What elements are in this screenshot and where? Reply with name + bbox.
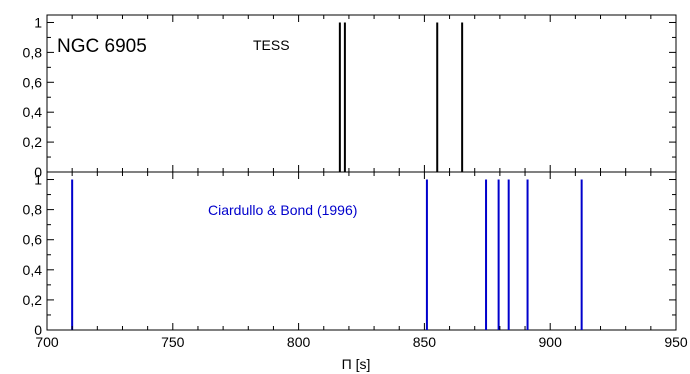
tess-bars: [338, 22, 464, 172]
ciardullo-panel-frame: [46, 171, 677, 331]
tess-y-tick-label: 1: [34, 14, 42, 30]
object-label: NGC 6905: [57, 36, 147, 57]
ciardullo-y-tick-label: 1: [34, 172, 42, 188]
x-tick-label: 900: [539, 334, 563, 350]
x-axis-label: Π [s]: [342, 356, 371, 372]
ciardullo-panel: 0 0,2 0,4 0,6 0,8 1 700 750 800 850 900 950 Ciardul…: [23, 171, 688, 372]
ciardullo-y-tick-label: 0,6: [23, 232, 43, 248]
tess-y-tick-label: 0,2: [23, 134, 43, 150]
tess-axis-ticks: 0 0,2 0,4 0,6 0,8 1: [23, 14, 677, 180]
x-tick-label: 750: [161, 334, 185, 350]
tess-y-tick-label: 0,8: [23, 44, 43, 60]
tess-y-tick-label: 0: [34, 164, 42, 180]
x-tick-label: 950: [664, 334, 688, 350]
x-tick-label: 850: [413, 334, 437, 350]
tess-panel: 0 0,2 0,4 0,6 0,8 1 NGC 6905 TESS: [23, 14, 677, 180]
tess-y-tick-label: 0,6: [23, 74, 43, 90]
x-tick-label: 800: [287, 334, 311, 350]
ciardullo-axis-ticks: 0 0,2 0,4 0,6 0,8 1 700 750 800 850 900 950: [23, 172, 688, 350]
tess-y-tick-label: 0,4: [23, 104, 43, 120]
x-tick-label: 700: [35, 334, 59, 350]
ciardullo-y-tick-label: 0,8: [23, 202, 43, 218]
ciardullo-y-tick-label: 0: [34, 322, 42, 338]
ciardullo-bars: [71, 179, 583, 330]
ciardullo-label: Ciardullo & Bond (1996): [208, 202, 357, 218]
ciardullo-y-tick-label: 0,2: [23, 292, 43, 308]
ciardullo-y-tick-label: 0,4: [23, 262, 43, 278]
tess-label: TESS: [253, 37, 290, 53]
